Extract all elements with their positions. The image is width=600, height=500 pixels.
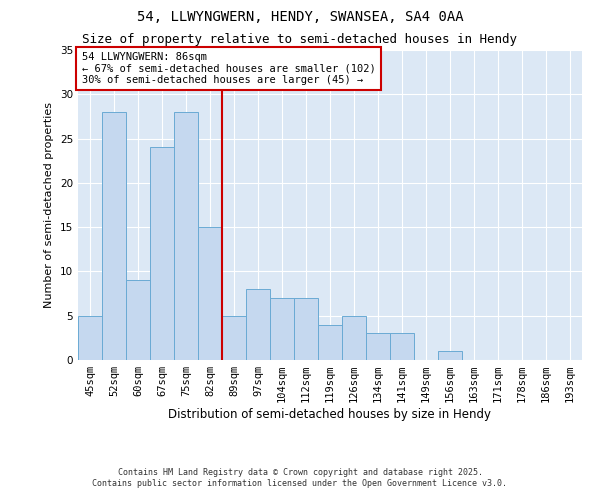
Bar — [366, 334, 390, 360]
Text: Contains HM Land Registry data © Crown copyright and database right 2025.
Contai: Contains HM Land Registry data © Crown c… — [92, 468, 508, 487]
Bar — [78, 316, 102, 360]
Y-axis label: Number of semi-detached properties: Number of semi-detached properties — [44, 102, 55, 308]
Bar — [318, 324, 342, 360]
Bar — [270, 298, 294, 360]
X-axis label: Distribution of semi-detached houses by size in Hendy: Distribution of semi-detached houses by … — [169, 408, 491, 421]
Bar — [102, 112, 126, 360]
Text: 54, LLWYNGWERN, HENDY, SWANSEA, SA4 0AA: 54, LLWYNGWERN, HENDY, SWANSEA, SA4 0AA — [137, 10, 463, 24]
Bar — [150, 148, 174, 360]
Text: 54 LLWYNGWERN: 86sqm
← 67% of semi-detached houses are smaller (102)
30% of semi: 54 LLWYNGWERN: 86sqm ← 67% of semi-detac… — [82, 52, 376, 85]
Bar — [390, 334, 414, 360]
Bar — [342, 316, 366, 360]
Text: Size of property relative to semi-detached houses in Hendy: Size of property relative to semi-detach… — [83, 32, 517, 46]
Bar — [222, 316, 246, 360]
Bar — [294, 298, 318, 360]
Bar — [198, 227, 222, 360]
Bar — [174, 112, 198, 360]
Bar — [126, 280, 150, 360]
Bar — [246, 289, 270, 360]
Bar — [438, 351, 462, 360]
